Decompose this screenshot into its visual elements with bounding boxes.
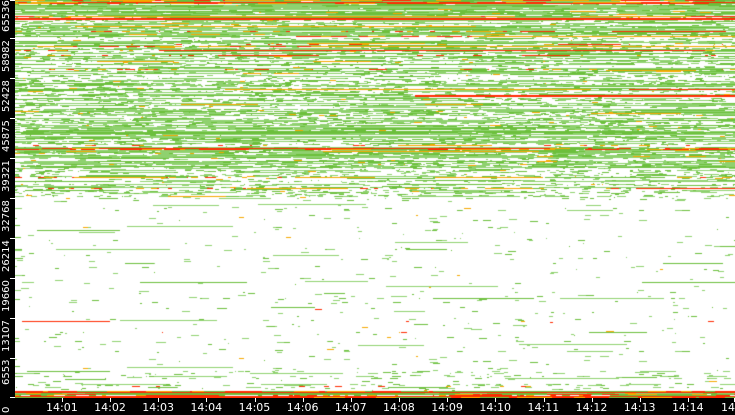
- y-tick-mark: [10, 397, 15, 398]
- y-tick-label: 39321: [1, 160, 12, 192]
- x-tick-mark: [495, 398, 497, 402]
- y-tick-label: 19660: [1, 280, 12, 312]
- y-tick-mark: [10, 318, 15, 319]
- x-tick-mark: [687, 398, 689, 402]
- x-tick-label: 14:01: [46, 401, 78, 414]
- x-tick-mark: [639, 398, 641, 402]
- x-tick-mark: [158, 398, 160, 402]
- y-tick-label: 6553: [1, 359, 12, 385]
- y-tick-mark: [10, 118, 15, 119]
- y-tick-mark: [10, 238, 15, 239]
- x-tick-label: 14:07: [334, 401, 367, 414]
- x-tick-label: 14:02: [94, 401, 126, 414]
- x-tick-mark: [591, 398, 593, 402]
- y-tick-mark: [10, 0, 15, 1]
- x-tick-mark: [543, 398, 545, 402]
- x-tick-label: 14:04: [190, 401, 223, 414]
- x-tick-label: 14:05: [238, 401, 271, 414]
- x-tick-label: 14:08: [383, 401, 415, 414]
- x-tick-label: 14:11: [527, 401, 560, 414]
- y-tick-label: 65536: [1, 0, 12, 32]
- y-tick-mark: [10, 158, 15, 159]
- x-tick-label: 14: [721, 401, 735, 414]
- x-tick-mark: [399, 398, 401, 402]
- x-tick-label: 14:03: [142, 401, 174, 414]
- y-tick-label: 32768: [1, 200, 12, 232]
- x-tick-label: 14:14: [671, 401, 704, 414]
- y-tick-label: 26214: [1, 240, 12, 272]
- x-tick-mark: [302, 398, 304, 402]
- x-tick-label: 14:12: [575, 401, 608, 414]
- x-tick-label: 14:13: [623, 401, 656, 414]
- y-tick-mark: [10, 198, 15, 199]
- x-tick-label: 14:06: [286, 401, 319, 414]
- y-tick-mark: [10, 38, 15, 39]
- x-tick-mark: [110, 398, 112, 402]
- y-tick-mark: [10, 358, 15, 359]
- y-tick-label: 13107: [1, 320, 12, 352]
- x-tick-mark: [447, 398, 449, 402]
- y-tick-label: 45875: [1, 120, 12, 152]
- x-tick-mark: [254, 398, 256, 402]
- y-tick-label: 52428: [1, 80, 12, 112]
- x-tick-label: 14:10: [479, 401, 512, 414]
- y-tick-mark: [10, 78, 15, 79]
- y-tick-label: 58982: [1, 40, 12, 72]
- y-tick-label: 0: [1, 406, 12, 413]
- x-tick-mark: [350, 398, 352, 402]
- x-tick-mark: [62, 398, 63, 402]
- x-tick-mark: [206, 398, 208, 402]
- y-tick-mark: [10, 278, 15, 279]
- heatmap-plot-area: [15, 0, 735, 398]
- x-tick-label: 14:09: [431, 401, 463, 414]
